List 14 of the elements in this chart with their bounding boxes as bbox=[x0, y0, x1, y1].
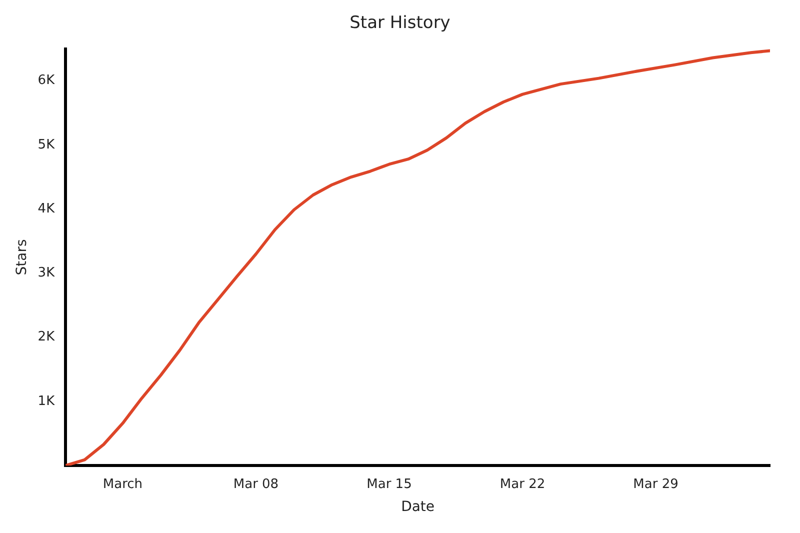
x-axis-title: Date bbox=[401, 499, 435, 516]
chart-title: Star History bbox=[348, 12, 452, 35]
y-tick-label: 4K bbox=[38, 201, 56, 216]
y-tick-label: 2K bbox=[38, 330, 56, 345]
x-tick-label: Mar 15 bbox=[366, 476, 412, 492]
x-tick-label: Mar 08 bbox=[233, 476, 279, 492]
y-tick-label: 1K bbox=[38, 394, 56, 409]
y-tick-label: 3K bbox=[38, 266, 56, 281]
x-tick-label: March bbox=[102, 476, 143, 492]
y-tick-label: 6K bbox=[38, 73, 56, 88]
y-tick-label: 5K bbox=[38, 137, 56, 152]
x-tick-label: Mar 22 bbox=[500, 476, 546, 492]
y-axis-title: Stars bbox=[14, 239, 30, 276]
x-tick-label: Mar 29 bbox=[633, 476, 678, 492]
